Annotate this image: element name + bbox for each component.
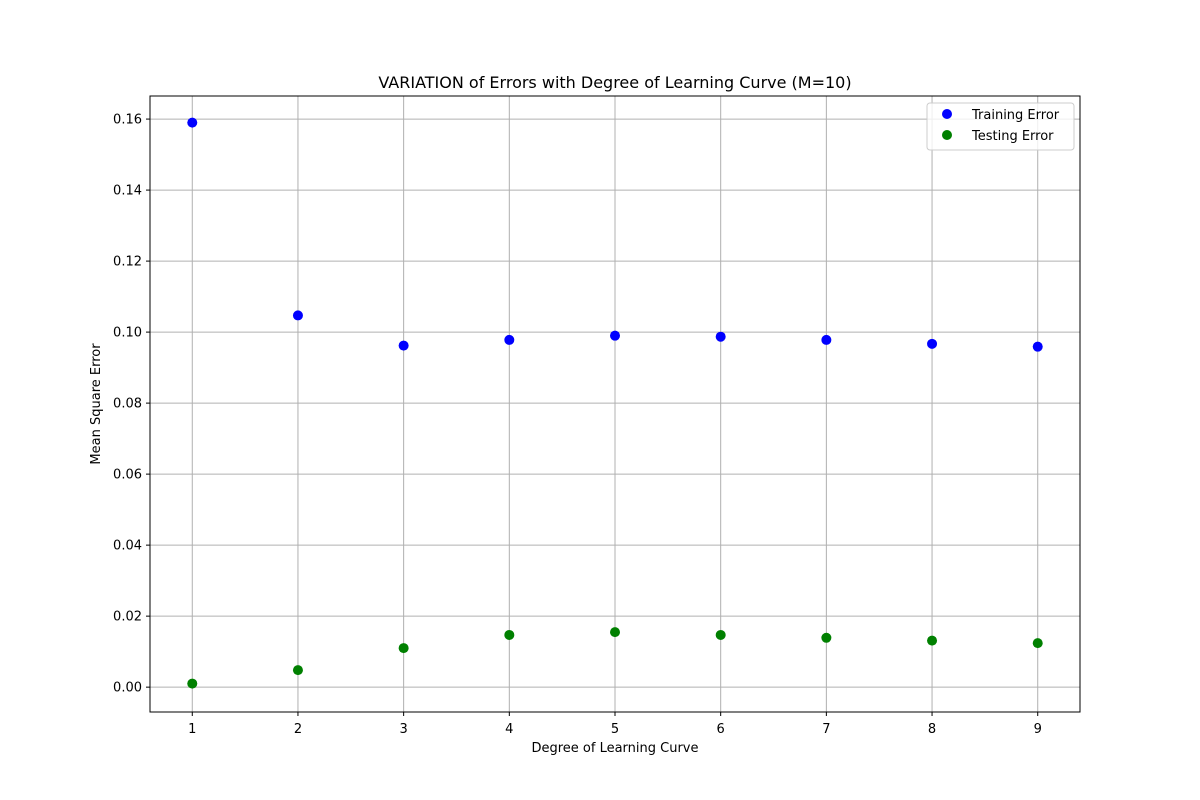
y-tick-label: 0.04 — [113, 539, 142, 554]
axis-ticks: 1 2 3 4 5 6 7 8 9 0.00 0.02 0.04 0.06 0.08 0.10 0.12 0.1… — [113, 113, 1042, 737]
training-error-point — [821, 334, 832, 345]
y-tick-label: 0.00 — [113, 681, 142, 696]
legend: Training Error Testing Error — [926, 102, 1075, 151]
testing-error-point — [927, 635, 938, 646]
y-tick-label: 0.12 — [113, 255, 142, 270]
training-error-point — [927, 338, 938, 349]
data-points — [187, 117, 1043, 689]
legend-marker-training — [942, 109, 952, 119]
y-tick-label: 0.08 — [113, 397, 142, 412]
legend-marker-testing — [942, 130, 952, 140]
testing-error-point — [187, 678, 198, 689]
x-tick-label: 7 — [822, 722, 830, 737]
x-tick-label: 2 — [294, 722, 302, 737]
training-error-point — [187, 117, 198, 128]
testing-error-point — [821, 632, 832, 643]
testing-error-point — [504, 629, 515, 640]
testing-error-point — [610, 627, 620, 638]
x-tick-label: 3 — [399, 722, 407, 737]
x-tick-label: 1 — [188, 722, 196, 737]
y-tick-label: 0.06 — [113, 468, 142, 483]
testing-error-point — [1032, 638, 1043, 649]
x-tick-label: 6 — [717, 722, 725, 737]
y-axis-label: Mean Square Error — [89, 343, 104, 465]
y-tick-label: 0.02 — [113, 610, 142, 625]
x-axis-label: Degree of Learning Curve — [531, 741, 698, 756]
x-tick-label: 9 — [1034, 722, 1042, 737]
training-error-point — [292, 310, 303, 321]
testing-error-point — [715, 629, 726, 640]
training-error-point — [398, 340, 409, 351]
legend-label-testing: Testing Error — [971, 129, 1054, 144]
legend-box — [926, 102, 1075, 151]
testing-error-point — [398, 643, 409, 654]
x-tick-label: 8 — [928, 722, 936, 737]
training-error-point — [610, 330, 620, 341]
y-tick-label: 0.10 — [113, 326, 142, 341]
y-tick-label: 0.14 — [113, 184, 142, 199]
chart-title: VARIATION of Errors with Degree of Learn… — [378, 73, 851, 92]
legend-label-training: Training Error — [971, 108, 1060, 123]
y-tick-label: 0.16 — [113, 113, 142, 128]
testing-error-point — [292, 665, 303, 676]
training-error-point — [504, 334, 515, 345]
x-tick-label: 5 — [611, 722, 619, 737]
training-error-point — [715, 331, 726, 342]
training-error-point — [1032, 341, 1043, 352]
x-tick-label: 4 — [505, 722, 513, 737]
